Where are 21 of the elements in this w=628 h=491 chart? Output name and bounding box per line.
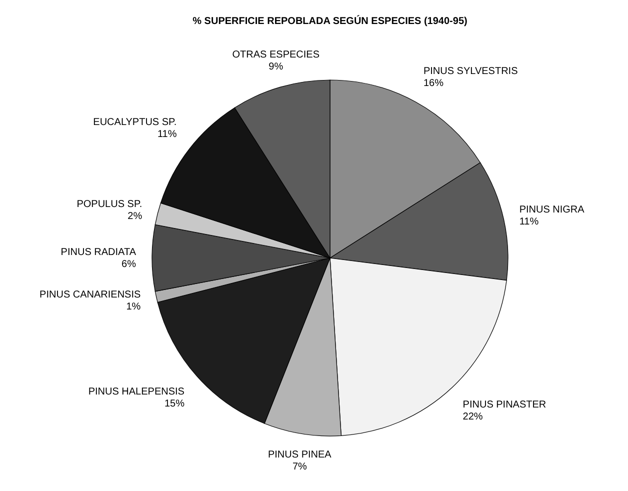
- slice-label: PINUS RADIATA: [60, 247, 136, 258]
- data-label: 22%: [462, 411, 483, 422]
- data-label: 15%: [164, 398, 185, 410]
- slice-label: EUCALYPTUS SP.: [93, 117, 177, 128]
- data-label: 1%: [126, 301, 141, 312]
- data-label: 11%: [157, 129, 177, 140]
- data-label: 2%: [128, 210, 142, 222]
- data-label: 11%: [519, 216, 539, 228]
- slice-label: PINUS PINASTER: [462, 399, 546, 410]
- slice-label: PINUS PINEA: [268, 450, 332, 461]
- slice-label: PINUS HALEPENSIS: [88, 386, 185, 398]
- slice-label: PINUS SYLVESTRIS: [423, 66, 518, 77]
- chart-title: % SUPERFICIE REPOBLADA SEGÚN ESPECIES (1940-95): [192, 15, 468, 27]
- data-label: 6%: [122, 259, 136, 270]
- data-label: 9%: [268, 62, 284, 73]
- data-label: 7%: [292, 462, 307, 473]
- slice-label: PINUS CANARIENSIS: [40, 289, 141, 300]
- slice-label: OTRAS ESPECIES: [232, 50, 320, 61]
- slice-label: PINUS NIGRA: [519, 204, 585, 216]
- data-label: 16%: [423, 78, 444, 89]
- slice-label: POPULUS SP.: [76, 198, 142, 210]
